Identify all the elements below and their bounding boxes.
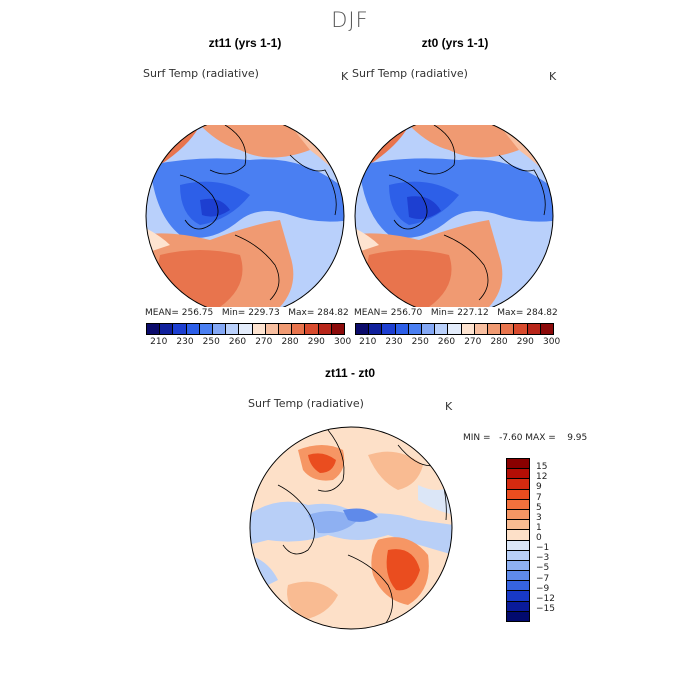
colorbar-swatch [305,324,319,334]
diff-colorbar [506,458,530,622]
diff-colorbar-swatch [507,489,529,500]
diff-colorbar-label: 0 [536,533,542,543]
panel-1-field-label: Surf Temp (radiative) [143,67,259,80]
diff-colorbar-swatch [507,479,529,490]
diff-colorbar-label: 5 [536,502,542,513]
colorbar-tick-label: 280 [490,337,508,347]
diff-colorbar-swatch [507,581,529,592]
diff-colorbar-label: −15 [536,603,555,614]
diff-colorbar-swatch [507,520,529,531]
panel-2-polar-map [354,125,554,307]
diff-colorbar-wrap: 15 12 9 7 5 3 1 0 −1 −3 −5 −7 −9 −12 −15 [506,458,566,622]
colorbar-swatch [331,324,345,334]
diff-colorbar-swatch [507,459,529,470]
colorbar-swatch [147,324,161,334]
diff-colorbar-label: 7 [536,492,542,503]
diff-colorbar-label: −1 [536,543,550,554]
panel-1-stats: MEAN= 256.75 Min= 229.73 Max= 284.82 [145,308,349,318]
diff-colorbar-label: 1 [536,522,542,533]
diff-polar-map [249,426,453,630]
colorbar-swatch [501,324,515,334]
colorbar-tick-label: 250 [411,337,429,347]
diff-colorbar-label: −5 [536,563,550,574]
colorbar-tick-label: 300 [543,337,561,347]
panel-2-stats: MEAN= 256.70 Min= 227.12 Max= 284.82 [354,308,558,318]
colorbar-swatch [265,324,280,334]
colorbar-swatch [160,324,174,334]
colorbar-swatch [186,324,200,334]
diff-colorbar-label: 15 [536,462,548,473]
diff-colorbar-swatch [507,611,529,621]
panel-1-colorbar [146,323,345,335]
colorbar-tick-label: 230 [385,337,403,347]
panel-1-polar-map [145,125,345,307]
diff-panel-stats: MIN = -7.60 MAX = 9.95 [463,433,588,443]
diff-colorbar-label: 9 [536,482,542,493]
diff-colorbar-swatch [507,601,529,612]
panel-2-title: zt0 (yrs 1-1) [421,36,489,50]
diff-panel-title: zt11 - zt0 [324,366,375,380]
colorbar-swatch [474,324,489,334]
colorbar-tick-label: 260 [228,337,247,347]
colorbar-swatch [514,324,528,334]
diff-colorbar-swatch [507,571,529,582]
panel-1-unit: K [341,70,349,83]
colorbar-tick-label: 250 [202,337,220,347]
colorbar-tick-label: 270 [255,337,273,347]
colorbar-swatch [318,324,332,334]
colorbar-tick-label: 280 [281,337,299,347]
colorbar-swatch [213,324,227,334]
colorbar-tick-label: 290 [307,337,325,347]
colorbar-swatch [173,324,187,334]
colorbar-swatch [448,324,462,334]
colorbar-swatch [252,324,266,334]
colorbar-swatch [422,324,436,334]
diff-colorbar-swatch [507,540,529,551]
diff-colorbar-swatch [507,469,529,480]
colorbar-tick-label: 230 [176,337,194,347]
season-title: DJF [331,8,369,32]
diff-colorbar-swatch [507,550,529,561]
colorbar-swatch [199,324,214,334]
colorbar-swatch [226,324,240,334]
colorbar-swatch [369,324,383,334]
colorbar-swatch [395,324,409,334]
colorbar-swatch [488,324,502,334]
diff-colorbar-label: −3 [536,553,550,564]
colorbar-swatch [279,324,293,334]
diff-colorbar-swatch [507,591,529,602]
colorbar-tick-label: 300 [334,337,352,347]
colorbar-swatch [435,324,449,334]
panel-2-colorbar [355,323,554,335]
colorbar-tick-label: 290 [516,337,534,347]
colorbar-tick-label: 260 [437,337,456,347]
diff-panel-field-label: Surf Temp (radiative) [248,397,364,410]
colorbar-swatch [292,324,306,334]
colorbar-swatch [239,324,253,334]
colorbar-swatch [461,324,475,334]
diff-colorbar-swatch [507,499,529,510]
diff-colorbar-swatch [507,530,529,541]
diff-colorbar-swatch [507,509,529,521]
colorbar-swatch [540,324,554,334]
panel-1-title: zt11 (yrs 1-1) [208,36,282,50]
colorbar-tick-label: 210 [150,337,168,347]
panel-2-unit: K [549,70,557,83]
diff-colorbar-label: 3 [536,512,542,523]
diff-colorbar-label: −12 [536,593,555,604]
colorbar-swatch [382,324,396,334]
colorbar-swatch [408,324,423,334]
panel-2-field-label: Surf Temp (radiative) [352,67,468,80]
diff-colorbar-label: −7 [536,573,550,584]
diff-colorbar-label: −9 [536,583,550,594]
diff-panel-unit: K [445,400,453,413]
colorbar-tick-label: 270 [464,337,482,347]
diff-colorbar-label: 12 [536,472,548,483]
colorbar-swatch [527,324,541,334]
colorbar-swatch [356,324,370,334]
diff-colorbar-swatch [507,560,529,572]
colorbar-tick-label: 210 [359,337,377,347]
